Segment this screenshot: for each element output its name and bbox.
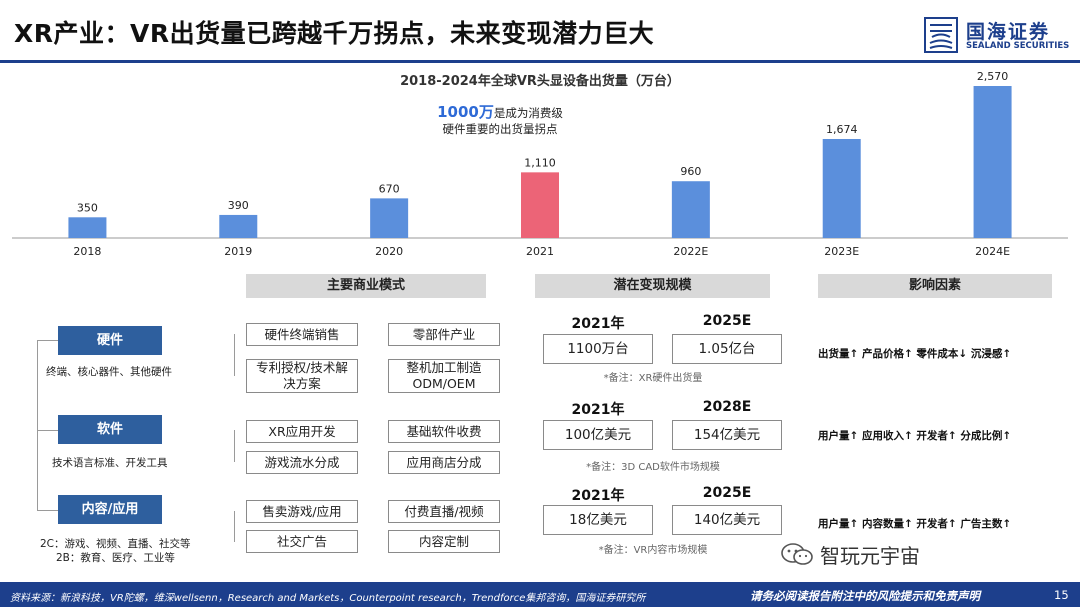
tree-branch-software [37, 430, 58, 431]
category-hardware-desc: 终端、核心器件、其他硬件 [46, 366, 172, 378]
chart-title: 2018-2024年全球VR头显设备出货量（万台） [400, 74, 680, 89]
factors-content: 用户量↑ 内容数量↑ 开发者↑ 广告主数↑ [818, 518, 1012, 530]
potential-content-note: *备注：VR内容市场规模 [598, 545, 708, 556]
bar-2024E [973, 86, 1012, 238]
x-tick-2023E: 2023E [824, 245, 859, 258]
model-patent-licensing: 专利授权/技术解决方案 [246, 359, 358, 393]
footer-source: 资料来源：新浪科技，VR陀螺，维深wellsenn，Research and M… [10, 593, 646, 604]
chart-annotation: 1000万是成为消费级 硬件重要的出货量拐点 [420, 104, 580, 137]
category-content: 内容/应用 [58, 495, 162, 524]
model-hardware-sales: 硬件终端销售 [246, 323, 358, 346]
title-divider [0, 60, 1080, 63]
model-sell-games: 售卖游戏/应用 [246, 500, 358, 523]
potential-sw-note: *备注：3D CAD软件市场规模 [586, 462, 720, 473]
watermark-text: 智玩元宇宙 [820, 544, 920, 568]
category-content-desc-2b: 2B：教育、医疗、工业等 [56, 552, 175, 564]
potential-content-year1: 2021年 [571, 488, 625, 504]
value-label-2021: 1,110 [524, 156, 556, 169]
potential-hw-value1: 1100万台 [543, 334, 653, 364]
value-label-2023E: 1,674 [826, 123, 858, 136]
value-label-2022E: 960 [680, 165, 701, 178]
model-odm-oem: 整机加工制造ODM/OEM [388, 359, 500, 393]
model-app-store-share: 应用商店分成 [388, 451, 500, 474]
logo-chinese-name: 国海证券 [966, 21, 1051, 43]
potential-hw-value2: 1.05亿台 [672, 334, 782, 364]
potential-sw-year2: 2028E [702, 399, 752, 415]
category-software: 软件 [58, 415, 162, 444]
footer-bar [0, 582, 1080, 607]
value-label-2020: 670 [379, 182, 400, 195]
model-components: 零部件产业 [388, 323, 500, 346]
potential-content-year2: 2025E [702, 485, 752, 501]
bar-2021 [521, 172, 559, 238]
factors-hardware: 出货量↑ 产品价格↑ 零件成本↓ 沉浸感↑ [818, 348, 1012, 360]
slide-title: XR产业：VR出货量已跨越千万拐点，未来变现潜力巨大 [14, 19, 655, 48]
value-label-2024E: 2,570 [977, 70, 1009, 83]
value-label-2019: 390 [228, 199, 249, 212]
header-influencing-factors: 影响因素 [818, 274, 1052, 298]
category-hardware: 硬件 [58, 326, 162, 355]
header-business-models: 主要商业模式 [246, 274, 486, 298]
page-number: 15 [1054, 588, 1069, 602]
bar-2019 [219, 214, 258, 238]
x-tick-2021: 2021 [526, 245, 554, 258]
potential-sw-year1: 2021年 [571, 402, 625, 418]
potential-hw-year1: 2021年 [571, 316, 625, 332]
x-tick-2019: 2019 [224, 245, 252, 258]
category-software-desc: 技术语言标准、开发工具 [52, 457, 168, 469]
model-base-software-fees: 基础软件收费 [388, 420, 500, 443]
logo-english-name: SEALAND SECURITIES [966, 41, 1070, 51]
x-tick-2022E: 2022E [673, 245, 708, 258]
potential-content-value1: 18亿美元 [543, 505, 653, 535]
potential-hw-year2: 2025E [702, 313, 752, 329]
factors-software: 用户量↑ 应用收入↑ 开发者↑ 分成比例↑ [818, 430, 1012, 442]
annotation-line2: 硬件重要的出货量拐点 [442, 122, 558, 136]
x-tick-2024E: 2024E [975, 245, 1010, 258]
brace-content [234, 511, 235, 542]
x-tick-2018: 2018 [73, 245, 101, 258]
tree-branch-content [37, 510, 58, 511]
bar-2020 [370, 198, 409, 238]
potential-hw-note: *备注：XR硬件出货量 [603, 373, 703, 384]
annotation-highlight: 1000万 [437, 103, 494, 121]
potential-content-value2: 140亿美元 [672, 505, 782, 535]
tree-vertical-line [37, 340, 38, 511]
sealand-logo-icon [924, 17, 958, 53]
shipment-bar-chart: 350 2018 390 2019 670 2020 1,110 2021 960 2022E 1,… [12, 70, 1068, 258]
sealand-logo: 国海证券 SEALAND SECURITIES [924, 17, 1074, 57]
model-game-revenue-share: 游戏流水分成 [246, 451, 358, 474]
category-content-desc-2c: 2C：游戏、视频、直播、社交等 [40, 538, 191, 550]
tree-branch-hardware [37, 340, 58, 341]
model-custom-content: 内容定制 [388, 530, 500, 553]
model-paid-streaming: 付费直播/视频 [388, 500, 500, 523]
wechat-icon [781, 543, 813, 565]
potential-sw-value2: 154亿美元 [672, 420, 782, 450]
brace-software [234, 430, 235, 462]
header-monetization-potential: 潜在变现规模 [535, 274, 770, 298]
model-xr-app-dev: XR应用开发 [246, 420, 358, 443]
bar-2022E [671, 181, 710, 238]
potential-sw-value1: 100亿美元 [543, 420, 653, 450]
bar-2023E [822, 138, 861, 238]
value-label-2018: 350 [77, 201, 98, 214]
x-tick-2020: 2020 [375, 245, 403, 258]
model-social-ads: 社交广告 [246, 530, 358, 553]
brace-hardware [234, 334, 235, 376]
bar-2018 [68, 217, 107, 238]
footer-disclaimer: 请务必阅读报告附注中的风险提示和免责声明 [750, 589, 980, 603]
annotation-line1: 是成为消费级 [493, 106, 563, 120]
